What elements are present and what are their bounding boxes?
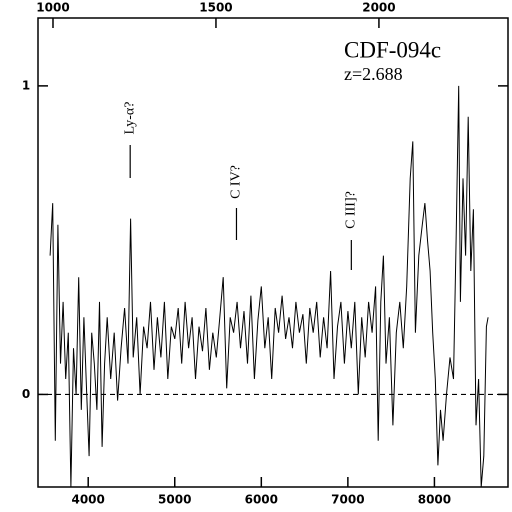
y-tick-label: 0: [22, 387, 30, 401]
x-tick-label: 4000: [71, 493, 104, 507]
line-label: Ly-α?: [122, 102, 137, 135]
x-tick-label: 8000: [418, 493, 451, 507]
x2-tick-label: 2000: [362, 1, 395, 15]
spectrum-line: [49, 85, 489, 488]
x-tick-label: 5000: [158, 493, 191, 507]
chart-title: CDF-094c: [344, 37, 441, 62]
line-label: C III]?: [344, 191, 359, 229]
x2-tick-label: 1000: [36, 1, 69, 15]
y-tick-label: 1: [22, 78, 30, 92]
line-label: C IV?: [229, 165, 244, 199]
frame: [37, 17, 509, 488]
x2-tick-label: 1500: [199, 1, 232, 15]
x-tick-label: 7000: [331, 493, 364, 507]
chart-subtitle: z=2.688: [344, 64, 403, 84]
x-tick-label: 6000: [245, 493, 278, 507]
